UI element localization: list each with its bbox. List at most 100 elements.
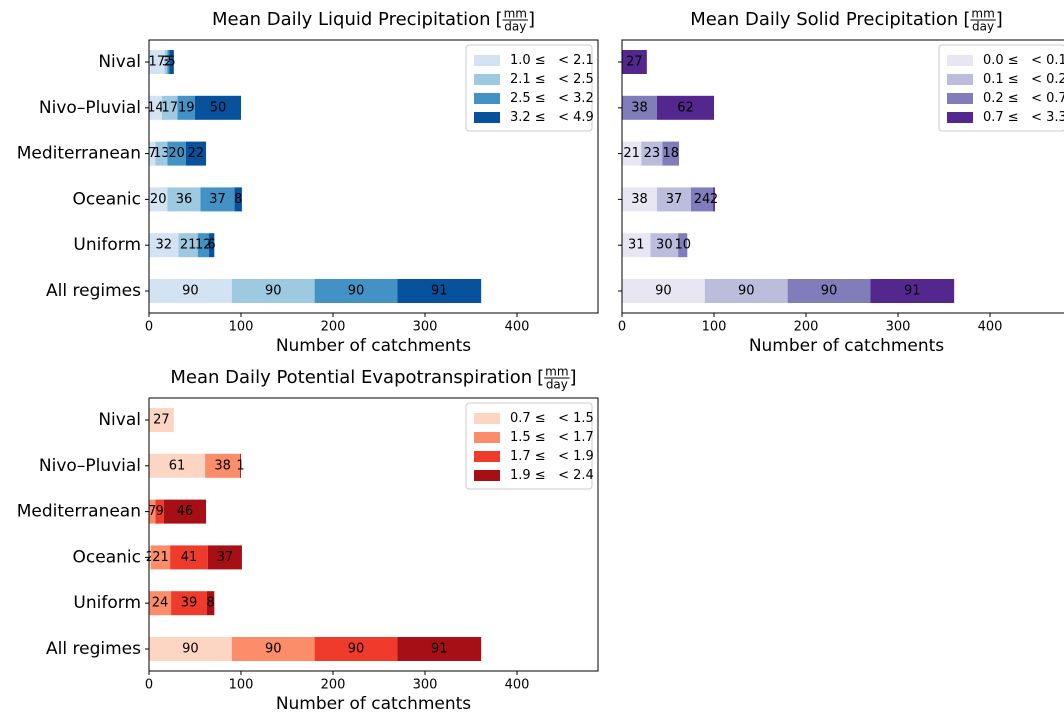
- data-label: 91: [431, 642, 448, 657]
- bar-segment: [397, 279, 482, 303]
- bar-segment: [678, 233, 688, 258]
- bar-segment: [149, 408, 174, 432]
- data-label: 2: [146, 550, 154, 565]
- data-label: 90: [265, 642, 282, 657]
- legend-swatch: [474, 112, 500, 123]
- bar-segment: [208, 233, 215, 258]
- data-label: 91: [431, 284, 448, 299]
- x-tick-label: 0: [618, 320, 626, 335]
- legend-swatch: [474, 432, 500, 443]
- data-label: 23: [644, 146, 661, 161]
- x-tick-label: 0: [145, 320, 153, 335]
- bar-segment: [163, 499, 207, 524]
- data-label: 38: [631, 192, 648, 207]
- data-label: 61: [169, 458, 186, 473]
- data-label: 22: [188, 146, 205, 161]
- legend-swatch: [474, 93, 500, 104]
- data-label: 20: [168, 146, 185, 161]
- x-tick-label: 400: [505, 320, 530, 335]
- legend-swatch: [474, 74, 500, 85]
- bar-segment: [149, 499, 156, 524]
- bar-segment: [231, 279, 315, 303]
- x-tick-label: 100: [702, 320, 727, 335]
- x-axis-label: Number of catchments: [276, 694, 471, 713]
- bar-segment: [171, 591, 207, 616]
- bar-segment: [149, 453, 206, 478]
- data-label: 27: [626, 55, 643, 70]
- chart-title: Mean Daily Liquid Precipitation: [212, 9, 491, 30]
- data-label: 10: [674, 238, 691, 253]
- bar-segment: [870, 279, 955, 303]
- bar-segment: [206, 591, 215, 616]
- legend-label: 0.1 ≤ < 0.2: [983, 72, 1064, 87]
- title-bracket: ]: [996, 9, 1003, 30]
- bar-segment: [185, 141, 207, 166]
- plot-frame: [148, 397, 599, 672]
- bar-segment: [149, 637, 232, 661]
- plot-frame: [148, 39, 599, 314]
- y-tick-label: All regimes: [46, 639, 141, 659]
- data-label: 17: [149, 55, 166, 70]
- y-tick-label: Uniform: [73, 235, 141, 255]
- y-tick-label: Mediterranean: [17, 144, 141, 164]
- y-tick-label: Oceanic: [73, 547, 141, 567]
- title-unit-numerator: mm: [971, 7, 994, 21]
- title-unit-numerator: mm: [504, 7, 527, 21]
- bar-segment: [164, 50, 168, 74]
- bar-segment: [314, 637, 398, 661]
- data-label: 90: [182, 284, 199, 299]
- bar-segment: [787, 279, 871, 303]
- bar-segment: [656, 187, 692, 212]
- data-label: 27: [153, 413, 170, 428]
- bar-segment: [170, 545, 208, 570]
- bar-segment: [200, 187, 235, 212]
- data-label: 90: [348, 642, 365, 657]
- data-label: 9: [155, 504, 163, 519]
- chart-title: Mean Daily Solid Precipitation: [690, 9, 958, 30]
- legend-swatch: [474, 470, 500, 481]
- legend-label: 1.7 ≤ < 1.9: [510, 449, 594, 464]
- bar-segment: [207, 545, 242, 570]
- y-tick-label: All regimes: [46, 281, 141, 301]
- data-label: 37: [217, 550, 234, 565]
- bar-segment: [178, 233, 198, 258]
- bar-segment: [622, 279, 705, 303]
- data-label: 21: [623, 146, 640, 161]
- legend-label: 0.7 ≤ < 3.3: [983, 110, 1064, 125]
- data-label: 7: [148, 504, 156, 519]
- x-axis-label: Number of catchments: [276, 336, 471, 356]
- data-label: 12: [195, 238, 212, 253]
- bar-segment: [704, 279, 788, 303]
- data-label: 19: [178, 100, 195, 115]
- data-label: 41: [181, 550, 198, 565]
- data-label: 3: [162, 55, 170, 70]
- legend-label: 3.2 ≤ < 4.9: [510, 110, 594, 125]
- y-tick-label: Nival: [98, 410, 141, 430]
- bar-segment: [155, 499, 164, 524]
- bar-segment: [397, 637, 482, 661]
- x-tick-label: 200: [321, 678, 346, 693]
- legend-label: 1.9 ≤ < 2.4: [510, 468, 594, 483]
- x-tick-label: 200: [321, 320, 346, 335]
- title-unit-denominator: day: [546, 378, 568, 392]
- data-label: 90: [738, 284, 755, 299]
- bar-segment: [149, 95, 162, 120]
- bar-segment: [149, 279, 232, 303]
- legend-box: [465, 402, 593, 490]
- data-label: 21: [180, 238, 197, 253]
- data-label: 37: [209, 192, 226, 207]
- legend-label: 2.1 ≤ < 2.5: [510, 72, 594, 87]
- data-label: 20: [150, 192, 167, 207]
- data-label: 1: [236, 458, 244, 473]
- data-label: 37: [666, 192, 683, 207]
- title-bracket: [: [963, 9, 970, 30]
- bar-segment: [205, 453, 241, 478]
- bar-segment: [662, 141, 680, 166]
- legend-swatch: [947, 93, 973, 104]
- bar-segment: [167, 50, 170, 74]
- y-tick-label: Oceanic: [73, 189, 141, 209]
- bar-segment: [622, 233, 651, 258]
